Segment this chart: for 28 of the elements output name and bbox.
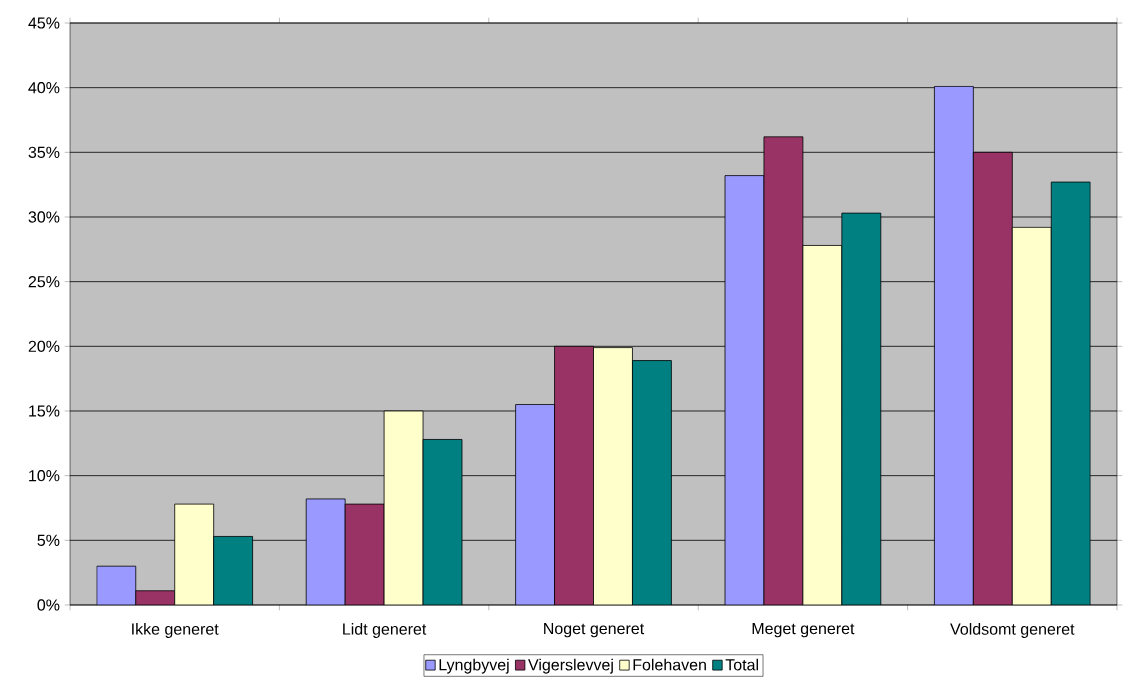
y-tick-label: 30% xyxy=(28,211,60,223)
y-tick-label: 15% xyxy=(29,405,60,417)
y-tick-label: 0% xyxy=(37,599,60,611)
bar xyxy=(422,439,463,605)
bar xyxy=(972,151,1013,605)
bar xyxy=(213,536,254,605)
bar xyxy=(554,345,594,605)
legend-label: Vigerslevvej xyxy=(528,658,613,674)
x-tick-label: Voldsomt generet xyxy=(950,623,1075,638)
y-tick-label: 40% xyxy=(28,82,60,94)
legend-label: Folehaven xyxy=(633,658,706,671)
y-tick-label: 20% xyxy=(28,340,60,352)
x-tick-label: Meget generet xyxy=(752,623,855,638)
legend-label: Total xyxy=(725,658,758,671)
x-tick-label: Noget generet xyxy=(544,623,645,638)
y-tick-label: 45% xyxy=(28,17,60,29)
x-tick-label: Ikke generet xyxy=(132,623,219,638)
bar xyxy=(1050,181,1091,605)
y-tick-label: 10% xyxy=(29,470,60,482)
y-tick-label: 35% xyxy=(28,146,60,158)
bar xyxy=(763,136,804,605)
legend-label: Lyngbyvej xyxy=(439,658,509,674)
bar xyxy=(344,503,385,605)
y-tick-label: 5% xyxy=(37,534,60,546)
bar xyxy=(841,212,882,605)
y-tick-label: 25% xyxy=(28,276,60,288)
bar xyxy=(632,360,672,605)
x-tick-label: Lidt generet xyxy=(343,623,427,638)
